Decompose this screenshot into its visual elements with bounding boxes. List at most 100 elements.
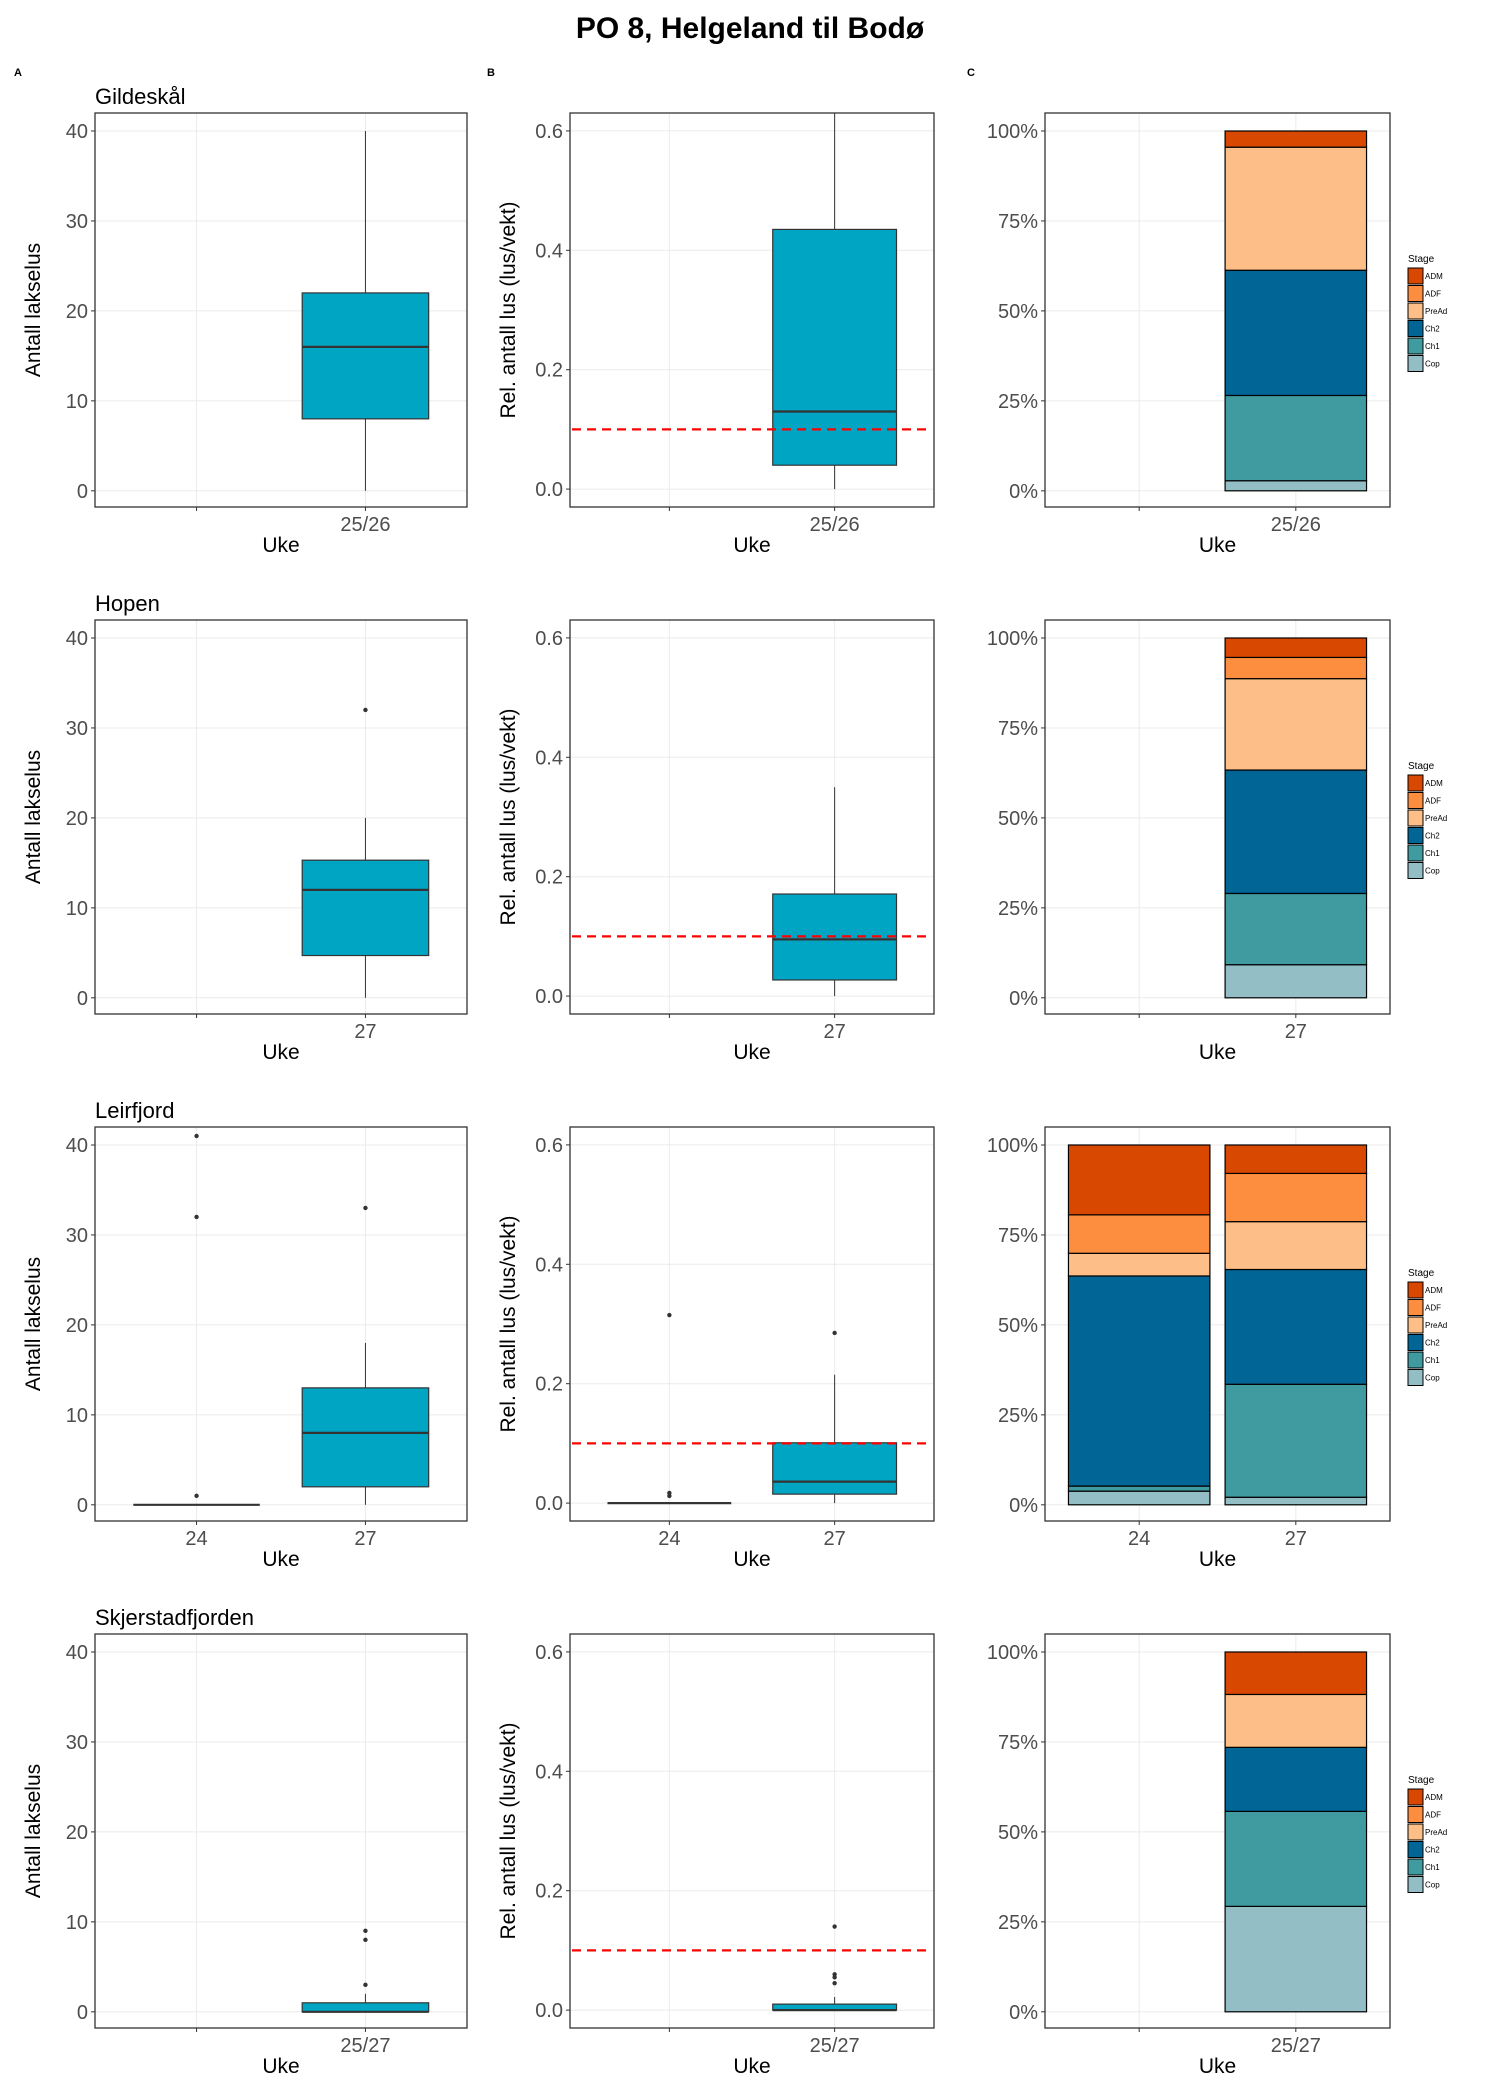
tick-label-x: 24 xyxy=(185,1528,207,1550)
tick-label-x: 25/27 xyxy=(1271,2035,1321,2057)
legend-label: Ch1 xyxy=(1425,1356,1440,1365)
legend-key-pread xyxy=(1407,1823,1424,1841)
count-boxplot: 0 10 20 30 40 24 27 Uke Antall lakselus xyxy=(22,1126,468,1571)
legend-key-adm xyxy=(1407,774,1424,792)
x-axis-title: Uke xyxy=(733,2055,770,2078)
legend-key-cop xyxy=(1407,1369,1424,1386)
bar-segment-adf xyxy=(1067,1214,1211,1254)
legend-title: Stage xyxy=(1408,1268,1435,1279)
bar-segment-adm xyxy=(1067,1144,1211,1216)
tick-label-y: 30 xyxy=(66,1732,88,1754)
y-axis-title: Antall lakselus xyxy=(22,750,45,884)
panel-label-a: A xyxy=(14,67,22,79)
x-axis-title: Uke xyxy=(1199,1041,1236,1064)
legend-key-adm xyxy=(1407,1788,1424,1806)
legend-label: Cop xyxy=(1425,360,1440,369)
relative-boxplot: 0.0 0.2 0.4 0.6 25/26 Uke Rel. antall lus (lus… xyxy=(497,112,935,557)
tick-label-y: 30 xyxy=(66,211,88,233)
tick-label-y: 0.0 xyxy=(535,2000,563,2022)
tick-label-y: 30 xyxy=(66,1225,88,1247)
tick-label-x: 27 xyxy=(824,1528,846,1550)
legend-key-ch2 xyxy=(1407,827,1424,844)
outlier-point xyxy=(363,1937,368,1943)
legend-label: Ch2 xyxy=(1425,1339,1440,1348)
box-iqr xyxy=(301,2002,430,2013)
legend-key-adf xyxy=(1407,285,1424,302)
box-iqr xyxy=(301,1387,430,1488)
box-iqr xyxy=(301,859,430,957)
bar-segment-adf xyxy=(1224,1172,1368,1223)
tick-label-y: 50% xyxy=(998,301,1038,323)
legend-key-pread xyxy=(1407,1316,1424,1334)
site-title: Hopen xyxy=(95,591,160,616)
tick-label-y: 0% xyxy=(1009,988,1038,1010)
count-boxplot: 0 10 20 30 40 25/26 Uke Antall lakselus xyxy=(22,112,468,557)
legend-key-cop xyxy=(1407,355,1424,372)
tick-label-y: 20 xyxy=(66,1315,88,1337)
bar-segment-adm xyxy=(1224,1144,1368,1175)
tick-label-y: 0.4 xyxy=(535,1254,563,1276)
legend-label: ADF xyxy=(1425,290,1441,299)
tick-label-y: 0.2 xyxy=(535,1881,563,1903)
tick-label-y: 20 xyxy=(66,808,88,830)
outlier-point xyxy=(363,1205,368,1211)
y-axis-title: Rel. antall lus (lus/vekt) xyxy=(497,1722,520,1939)
legend-label: ADM xyxy=(1425,1286,1443,1295)
tick-label-y: 0.6 xyxy=(535,1135,563,1157)
tick-label-y: 0.0 xyxy=(535,1493,563,1515)
legend-label: Ch2 xyxy=(1425,832,1440,841)
legend-key-adf xyxy=(1407,1806,1424,1823)
tick-label-x: 24 xyxy=(1128,1528,1150,1550)
tick-label-y: 0.6 xyxy=(535,628,563,650)
bar-segment-pread xyxy=(1224,1693,1368,1748)
legend-key-adf xyxy=(1407,792,1424,809)
legend-label: Ch2 xyxy=(1425,1846,1440,1855)
bar-segment-cop xyxy=(1224,480,1368,492)
tick-label-y: 0% xyxy=(1009,2002,1038,2024)
outlier-point xyxy=(832,1924,837,1929)
relative-boxplot: 0.0 0.2 0.4 0.6 25/27 Uke Rel. antall lus (lus… xyxy=(497,1633,935,2078)
legend-key-ch1 xyxy=(1407,1351,1424,1369)
stage-stacked-bar: 0% 25% 50% 75% 100% 25/26 Uke Stage ADM ADF PreAd C… xyxy=(987,112,1447,557)
box-iqr xyxy=(772,228,898,466)
plot-frame xyxy=(94,1633,468,2029)
relative-boxplot: 0.0 0.2 0.4 0.6 24 27 Uke Rel. antall lus (lus/… xyxy=(497,1126,935,1571)
tick-label-x: 25/26 xyxy=(810,514,860,536)
bar-segment-adm xyxy=(1224,130,1368,148)
tick-label-y: 25% xyxy=(998,391,1038,413)
y-axis-title: Antall lakselus xyxy=(22,243,45,377)
tick-label-x: 25/26 xyxy=(340,514,390,536)
outlier-point xyxy=(194,1493,199,1499)
tick-label-x: 25/26 xyxy=(1271,514,1321,536)
tick-label-y: 40 xyxy=(66,1135,88,1157)
tick-label-y: 0.2 xyxy=(535,360,563,382)
site-title: Leirfjord xyxy=(95,1098,174,1123)
y-axis-title: Rel. antall lus (lus/vekt) xyxy=(497,1215,520,1432)
stage-stacked-bar: 0% 25% 50% 75% 100% 25/27 Uke Stage ADM ADF PreAd C… xyxy=(987,1633,1447,2078)
bar-segment-adm xyxy=(1224,637,1368,659)
legend-label: Ch1 xyxy=(1425,342,1440,351)
box-iqr xyxy=(772,1442,898,1495)
tick-label-y: 0.6 xyxy=(535,121,563,143)
legend-label: Cop xyxy=(1425,1374,1440,1383)
x-axis-title: Uke xyxy=(733,534,770,557)
legend-key-ch2 xyxy=(1407,1841,1424,1858)
site-title: Skjerstadfjorden xyxy=(95,1605,254,1630)
bar-segment-cop xyxy=(1224,1905,1368,2013)
tick-label-x: 27 xyxy=(1285,1021,1307,1043)
legend-label: Cop xyxy=(1425,867,1440,876)
tick-label-x: 25/27 xyxy=(810,2035,860,2057)
legend-key-cop xyxy=(1407,862,1424,879)
tick-label-y: 20 xyxy=(66,1822,88,1844)
legend-label: PreAd xyxy=(1425,814,1447,823)
outlier-point xyxy=(667,1490,672,1496)
legend-key-pread xyxy=(1407,302,1424,320)
x-axis-title: Uke xyxy=(1199,534,1236,557)
legend-title: Stage xyxy=(1408,254,1435,265)
plot-frame xyxy=(1044,1126,1391,1522)
y-axis-title: Rel. antall lus (lus/vekt) xyxy=(497,708,520,925)
bar-segment-ch1 xyxy=(1224,1383,1368,1498)
box-iqr xyxy=(301,292,430,420)
outlier-point xyxy=(363,707,368,713)
bar-segment-pread xyxy=(1224,678,1368,771)
